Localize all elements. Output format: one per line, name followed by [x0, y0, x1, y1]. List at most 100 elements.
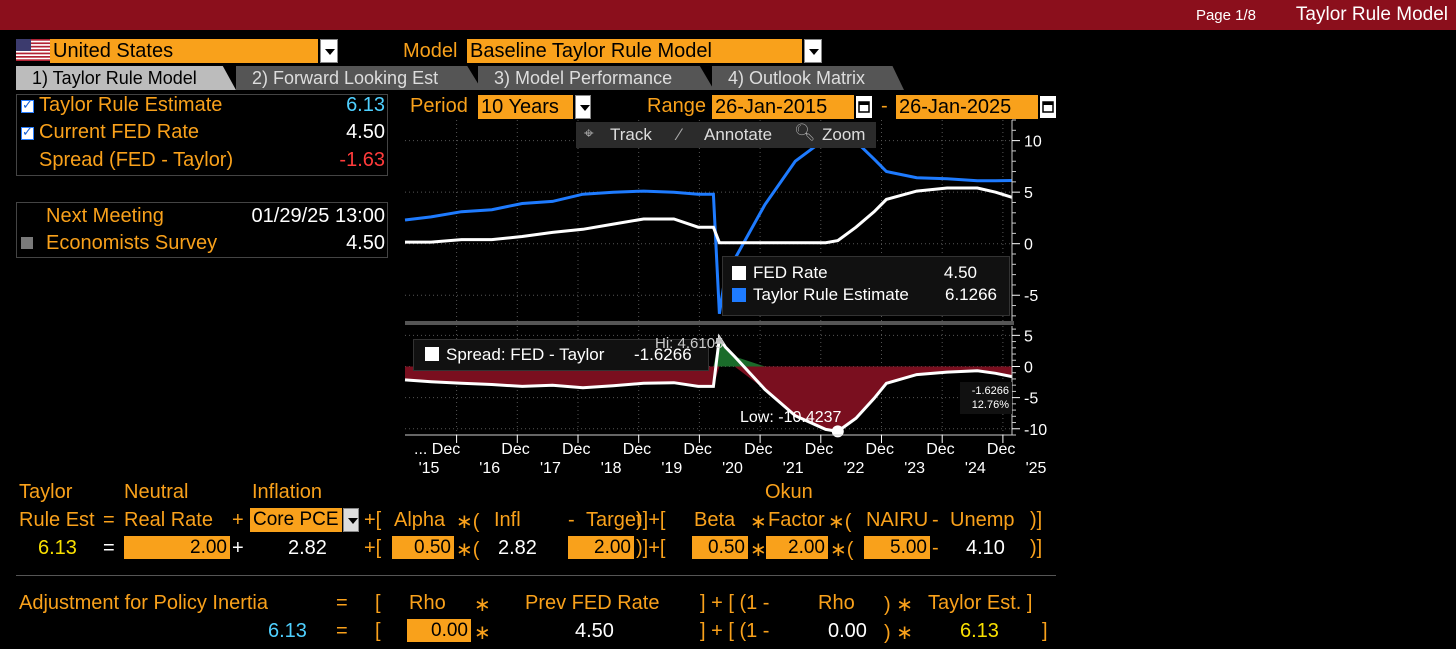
- last-percent: 12.76%: [971, 399, 1009, 411]
- tab-model-performance[interactable]: 3) Model Performance: [478, 66, 714, 90]
- x-tick-month: Dec: [926, 441, 954, 458]
- country-dropdown-icon[interactable]: [320, 39, 338, 63]
- x-tick-month: Dec: [683, 441, 711, 458]
- hi-annotation: Hi: 4.6105: [655, 335, 724, 352]
- bottom-y-tick-label: -10: [1024, 422, 1047, 439]
- pencil-icon[interactable]: ⁄: [678, 125, 681, 144]
- target-input[interactable]: 2.00: [568, 536, 634, 559]
- model-dropdown-icon[interactable]: [804, 39, 822, 63]
- annotate-button[interactable]: Annotate: [704, 125, 773, 144]
- x-tick-month: Dec: [987, 441, 1015, 458]
- formula-infl: Infl: [494, 509, 521, 531]
- spread-line: [404, 333, 1013, 433]
- magnifier-icon[interactable]: 🔍︎: [794, 123, 816, 142]
- model-select[interactable]: Baseline Taylor Rule Model: [467, 39, 802, 63]
- chart-toolbar: ⌖ Track ⁄ Annotate 🔍︎ Zoom: [576, 122, 876, 148]
- bottom-y-tick-label: 5: [1024, 328, 1033, 345]
- alpha-input[interactable]: 0.50: [392, 536, 454, 559]
- x-tick-year: '16: [479, 460, 500, 477]
- top-chart-legend: FED Rate 4.50 Taylor Rule Estimate 6.126…: [722, 256, 1010, 316]
- formula-rule-est: Rule Est: [19, 509, 95, 531]
- range-dash: -: [881, 95, 888, 117]
- period-select[interactable]: 10 Years: [478, 95, 573, 119]
- fed-legend-swatch: [732, 266, 746, 280]
- beta-input[interactable]: 0.50: [692, 536, 748, 559]
- x-tick-year: '19: [661, 460, 682, 477]
- formula-alpha: Alpha: [394, 509, 446, 531]
- range-end-field[interactable]: 26-Jan-2025: [896, 95, 1038, 119]
- track-button[interactable]: Track: [610, 125, 652, 144]
- x-tick-year: '25: [1026, 460, 1047, 477]
- tab-taylor-rule-model[interactable]: 1) Taylor Rule Model: [16, 66, 236, 90]
- period-label: Period: [410, 95, 468, 117]
- x-tick-month: Dec: [562, 441, 590, 458]
- tab-outlook-matrix[interactable]: 4) Outlook Matrix: [712, 66, 904, 90]
- formula-beta: Beta: [694, 509, 736, 531]
- x-tick-year: '17: [540, 460, 561, 477]
- calendar-end-icon[interactable]: [1040, 96, 1056, 118]
- bottom-series-group: [404, 333, 1013, 438]
- next-meeting-value: 01/29/25 13:00: [251, 205, 385, 227]
- formula-factor: Factor: [768, 509, 825, 531]
- unemp-value: 4.10: [966, 537, 1005, 559]
- formula-plus-bracket: +[: [364, 509, 382, 531]
- infl-value: 2.82: [498, 537, 537, 559]
- chart-splitter[interactable]: [405, 321, 1014, 325]
- inertia-taylor-value: 6.13: [960, 620, 999, 642]
- formula-separator: [16, 575, 1056, 576]
- formula-okun-word: Okun: [765, 481, 813, 503]
- spread-legend-swatch: [425, 347, 439, 361]
- x-tick-month: Dec: [744, 441, 772, 458]
- spread-negative-area: [405, 366, 1012, 432]
- calendar-start-icon[interactable]: [856, 96, 872, 118]
- x-tick-year: '23: [904, 460, 925, 477]
- range-start-field[interactable]: 26-Jan-2015: [712, 95, 854, 119]
- crosshair-icon[interactable]: ⌖: [584, 124, 594, 143]
- inflation-measure-dropdown-icon[interactable]: [343, 508, 359, 532]
- formula-neutral-word: Neutral: [124, 481, 189, 503]
- formula-target: Target: [586, 509, 642, 531]
- inertia-times: ∗: [474, 594, 491, 616]
- okun-factor-input[interactable]: 2.00: [766, 536, 828, 559]
- survey-square-icon[interactable]: [21, 237, 33, 249]
- inertia-rho-label: Rho: [409, 592, 446, 614]
- summary-panel: [16, 94, 388, 176]
- formula-result-value: 6.13: [38, 537, 77, 559]
- formula-unemp: Unemp: [950, 509, 1015, 531]
- formula-close: )]: [1030, 509, 1043, 531]
- fed-rate-label: Current FED Rate: [39, 121, 200, 143]
- formula-minus-1: -: [568, 509, 575, 531]
- taylor-legend-value: 6.1266: [945, 285, 997, 304]
- x-tick-month: Dec: [865, 441, 893, 458]
- neutral-rate-input[interactable]: 2.00: [124, 536, 230, 559]
- zoom-button[interactable]: Zoom: [822, 125, 866, 144]
- us-flag-icon: [16, 39, 50, 61]
- inflation-measure-select[interactable]: Core PCE: [250, 508, 342, 532]
- tab-forward-looking-est[interactable]: 2) Forward Looking Est: [236, 66, 482, 90]
- inertia-values-close: ]: [1042, 620, 1048, 642]
- formula-values-plus-bracket: +[: [364, 537, 382, 559]
- meeting-panel: [16, 202, 388, 258]
- x-tick-month: Dec: [805, 441, 833, 458]
- taylor-checkbox[interactable]: [21, 97, 34, 113]
- formula-values-times-paren-2: ∗(: [830, 539, 854, 561]
- fed-rate-value: 4.50: [346, 121, 385, 143]
- inertia-values-eq: =: [336, 620, 348, 642]
- x-tick-year: '18: [601, 460, 622, 477]
- rho-input[interactable]: 0.00: [407, 619, 471, 642]
- period-dropdown-icon[interactable]: [575, 95, 591, 119]
- x-tick-year: '21: [783, 460, 804, 477]
- rho2-value: 0.00: [828, 620, 867, 642]
- inertia-result-value: 6.13: [268, 620, 307, 642]
- fed-rate-line: [405, 186, 1013, 245]
- nairu-input[interactable]: 5.00: [864, 536, 930, 559]
- formula-taylor-word: Taylor: [19, 481, 73, 503]
- formula-inflation-word: Inflation: [252, 481, 323, 503]
- formula-values-times: ∗: [750, 539, 767, 561]
- spread-label: Spread (FED - Taylor): [39, 149, 234, 171]
- inertia-values-bracket: [: [375, 620, 381, 642]
- spread-legend-label: Spread: FED - Taylor: [446, 345, 605, 364]
- inertia-close-plus: ] + [ (1 -: [700, 592, 770, 614]
- country-select[interactable]: United States: [50, 39, 318, 63]
- fed-rate-checkbox[interactable]: [21, 124, 34, 140]
